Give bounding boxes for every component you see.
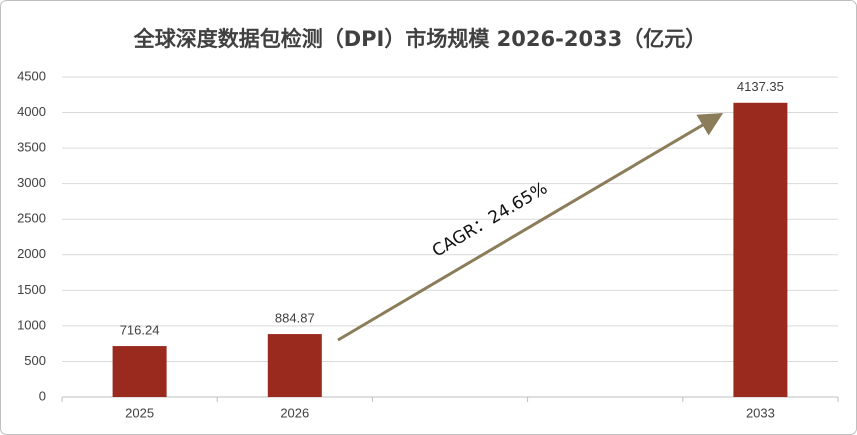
y-tick-label: 0 (39, 388, 46, 403)
y-tick-label: 4000 (17, 104, 46, 119)
bar (733, 102, 788, 397)
x-tick-label: 2033 (746, 405, 775, 420)
bar (112, 346, 167, 397)
y-tick-label: 500 (24, 353, 46, 368)
y-tick-label: 1500 (17, 282, 46, 297)
value-label: 716.24 (120, 323, 160, 338)
value-label: 4137.35 (737, 79, 784, 94)
x-tick-label: 2026 (280, 405, 309, 420)
x-tick-label: 2025 (125, 405, 154, 420)
y-tick-label: 2500 (17, 211, 46, 226)
y-tick-label: 4500 (17, 68, 46, 83)
bar (267, 334, 322, 397)
chart-title: 全球深度数据包检测（DPI）市场规模 2026-2033（亿元） (133, 27, 707, 51)
y-tick-label: 1000 (17, 317, 46, 332)
y-tick-label: 3000 (17, 175, 46, 190)
y-tick-label: 3500 (17, 140, 46, 155)
y-tick-label: 2000 (17, 246, 46, 261)
value-label: 884.87 (275, 311, 315, 326)
cagr-arrow (337, 112, 724, 342)
